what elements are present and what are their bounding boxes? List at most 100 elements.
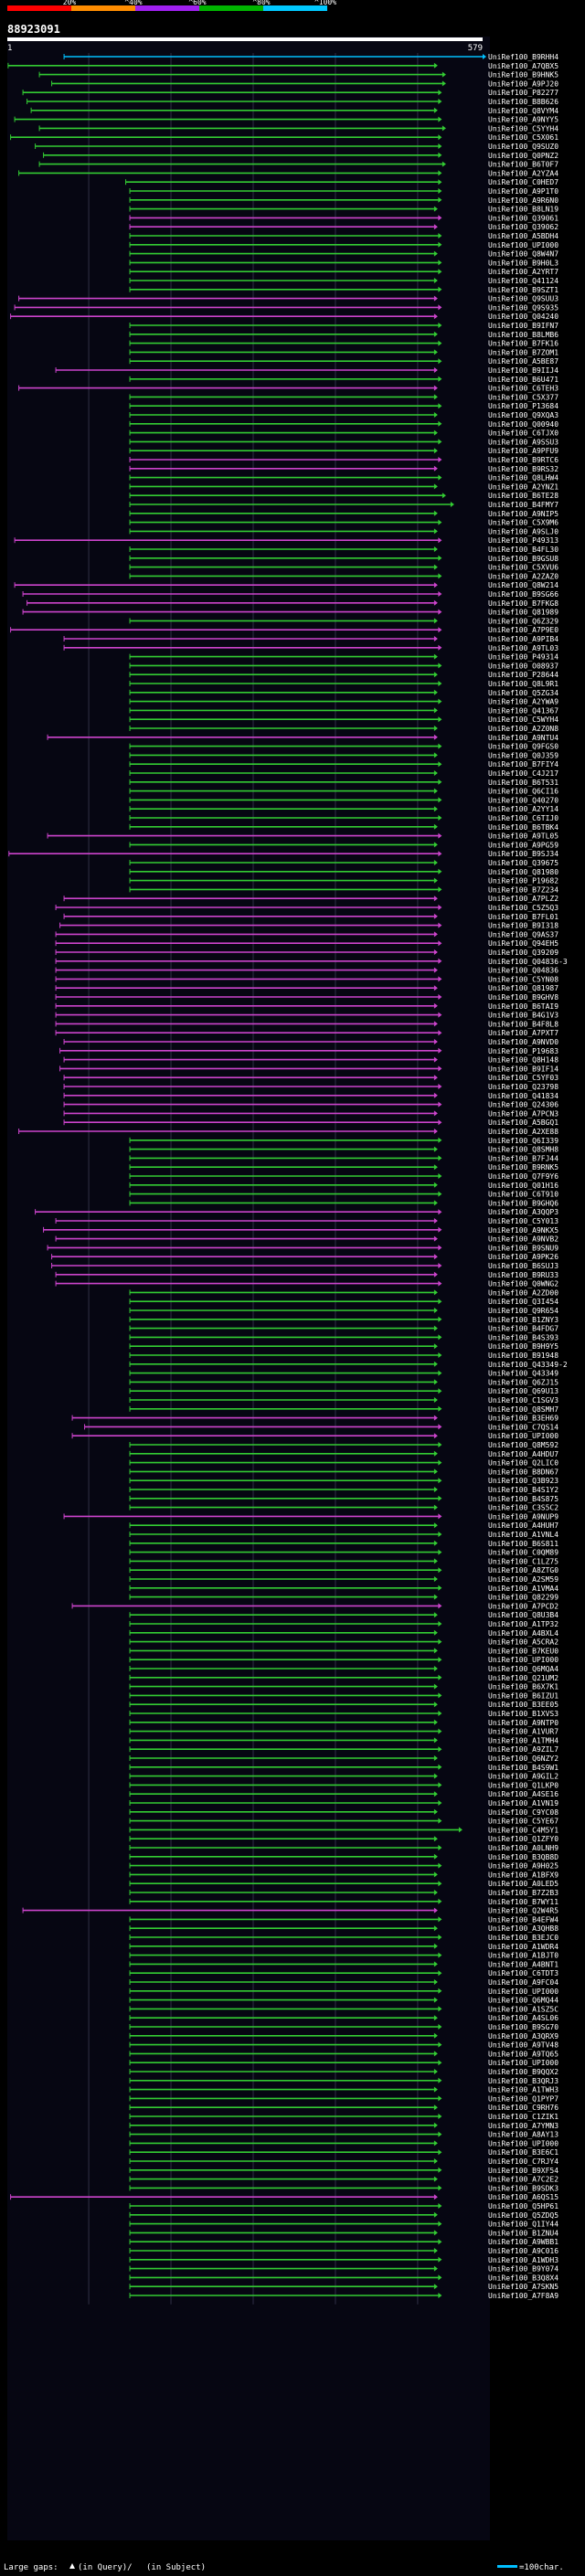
hit-label: UniRef100_B6IZU1: [488, 1691, 558, 1700]
hit-label: UniRef100_Q9FGS0: [488, 743, 558, 751]
hit-label: UniRef100_B9SZT1: [488, 286, 558, 294]
hit-end-arrow: [433, 1612, 438, 1618]
hit-label: UniRef100_C4J217: [488, 769, 558, 778]
hit-label: UniRef100_A6QS15: [488, 2193, 558, 2201]
hit-label: UniRef100_B3EJC0: [488, 1934, 558, 1942]
hit-label: UniRef100_A9SSU3: [488, 438, 558, 446]
hit-end-arrow: [433, 770, 438, 776]
hit-end-arrow: [438, 868, 442, 875]
hit-end-arrow: [433, 788, 438, 794]
hit-end-arrow: [438, 1728, 442, 1734]
hit-label: UniRef100_Q81980: [488, 868, 558, 876]
hit-end-arrow: [433, 985, 438, 991]
hit-label: UniRef100_A9NTP0: [488, 1719, 558, 1727]
hit-end-arrow: [438, 1657, 442, 1663]
hit-label: UniRef100_C5YN08: [488, 975, 558, 983]
hit-label: UniRef100_B9RNK5: [488, 1163, 558, 1171]
hit-label: UniRef100_Q43349: [488, 1370, 558, 1378]
hit-label: UniRef100_Q0WNG2: [488, 1280, 558, 1288]
hit-label: UniRef100_B4EFW4: [488, 1915, 558, 1924]
hit-label: UniRef100_Q8H148: [488, 1056, 558, 1065]
hit-label: UniRef100_B7WY11: [488, 1898, 558, 1906]
hit-label: UniRef100_A9GIL2: [488, 1773, 558, 1781]
hit-label: UniRef100_B9SDK3: [488, 2184, 558, 2192]
hit-end-arrow: [433, 1522, 438, 1529]
hit-label: UniRef100_A9PIB4: [488, 635, 558, 643]
hit-label: UniRef100_A1VMA4: [488, 1585, 558, 1593]
hit-end-arrow: [438, 1638, 442, 1645]
hit-label: UniRef100_Q7F9Y6: [488, 1172, 558, 1181]
hit-end-arrow: [433, 510, 438, 516]
hit-label: UniRef100_B4G1V3: [488, 1012, 558, 1020]
hit-end-arrow: [438, 340, 442, 346]
hit-end-arrow: [438, 2114, 442, 2119]
hit-label: UniRef100_B4S875: [488, 1495, 558, 1503]
hit-end-arrow: [438, 1209, 442, 1215]
hit-label: UniRef100_B6X7K1: [488, 1683, 558, 1691]
hit-label: UniRef100_A5BE87: [488, 357, 558, 366]
hit-end-arrow: [433, 1039, 438, 1044]
hit-label: UniRef100_Q82299: [488, 1594, 558, 1602]
hit-label: UniRef100_B7Z2B3: [488, 1889, 558, 1897]
hit-label: UniRef100_B9HNK5: [488, 71, 558, 80]
hit-label: UniRef100_A1BJT0: [488, 1952, 558, 1960]
hit-end-arrow: [438, 2024, 442, 2030]
hit-end-arrow: [441, 493, 446, 499]
query-gap-label: (in Query)/: [78, 2563, 133, 2572]
hit-label: UniRef100_B3EH69: [488, 1415, 558, 1423]
hit-end-arrow: [438, 1299, 442, 1305]
hit-end-arrow: [438, 1585, 442, 1591]
hit-label: UniRef100_Q23798: [488, 1083, 558, 1091]
hit-label: UniRef100_UPI000: [488, 1656, 558, 1664]
hit-end-arrow: [433, 1871, 438, 1878]
hit-end-arrow: [433, 1755, 438, 1761]
hit-end-arrow: [433, 2284, 438, 2290]
hit-end-arrow: [438, 644, 442, 651]
hit-end-arrow: [438, 1513, 442, 1520]
hit-end-arrow: [438, 761, 442, 768]
hit-end-arrow: [433, 367, 438, 373]
hit-end-arrow: [438, 1881, 442, 1887]
hit-label: UniRef100_C9YC08: [488, 1808, 558, 1817]
hit-end-arrow: [438, 1245, 442, 1251]
hit-end-arrow: [441, 161, 446, 167]
hit-label: UniRef100_B6S811: [488, 1540, 558, 1548]
hit-end-arrow: [433, 1701, 438, 1708]
hit-end-arrow: [438, 260, 442, 266]
hit-end-arrow: [433, 1808, 438, 1815]
hit-label: UniRef100_B3Q8X4: [488, 2274, 558, 2282]
hit-label: UniRef100_C5X9M6: [488, 519, 558, 527]
scale-bar: [497, 2565, 517, 2568]
hit-end-arrow: [438, 1549, 442, 1555]
hit-end-arrow: [441, 80, 446, 87]
hit-end-arrow: [433, 1308, 438, 1313]
scale-tick-label: ^40%: [124, 0, 142, 6]
hit-label: UniRef100_Q8M592: [488, 1441, 558, 1449]
hit-label: UniRef100_A5BDH4: [488, 232, 558, 240]
hit-end-arrow: [433, 653, 438, 660]
hit-label: UniRef100_C5WYH4: [488, 716, 558, 724]
hit-end-arrow: [433, 2176, 438, 2182]
hit-label: UniRef100_Q8SMH7: [488, 1405, 558, 1414]
hit-end-arrow: [433, 1558, 438, 1564]
hit-end-arrow: [433, 636, 438, 641]
hit-label: UniRef100_A9SLJ0: [488, 527, 558, 535]
hit-label: UniRef100_Q3B923: [488, 1477, 558, 1485]
hit-label: UniRef100_A2YNZ1: [488, 482, 558, 491]
hit-label: UniRef100_UPI000: [488, 1988, 558, 1996]
hit-label: UniRef100_C0HED7: [488, 178, 558, 186]
hit-label: UniRef100_B3QRJ3: [488, 2077, 558, 2085]
hit-label: UniRef100_B6SUJ3: [488, 1262, 558, 1270]
hit-label: UniRef100_A2YY14: [488, 805, 558, 813]
hit-end-arrow: [438, 1065, 442, 1072]
hit-label: UniRef100_Q2W4R5: [488, 1907, 558, 1915]
hit-end-arrow: [438, 1173, 442, 1179]
hit-label: UniRef100_A9FC04: [488, 1978, 558, 1987]
hit-label: UniRef100_B4F8L8: [488, 1020, 558, 1028]
hit-end-arrow: [438, 905, 442, 910]
hit-label: UniRef100_A9TV48: [488, 2041, 558, 2050]
hit-end-arrow: [433, 1129, 438, 1134]
hit-label: UniRef100_B9RTC6: [488, 456, 558, 464]
hit-label: UniRef100_Q41124: [488, 277, 558, 285]
hit-label: UniRef100_B9RS32: [488, 465, 558, 473]
